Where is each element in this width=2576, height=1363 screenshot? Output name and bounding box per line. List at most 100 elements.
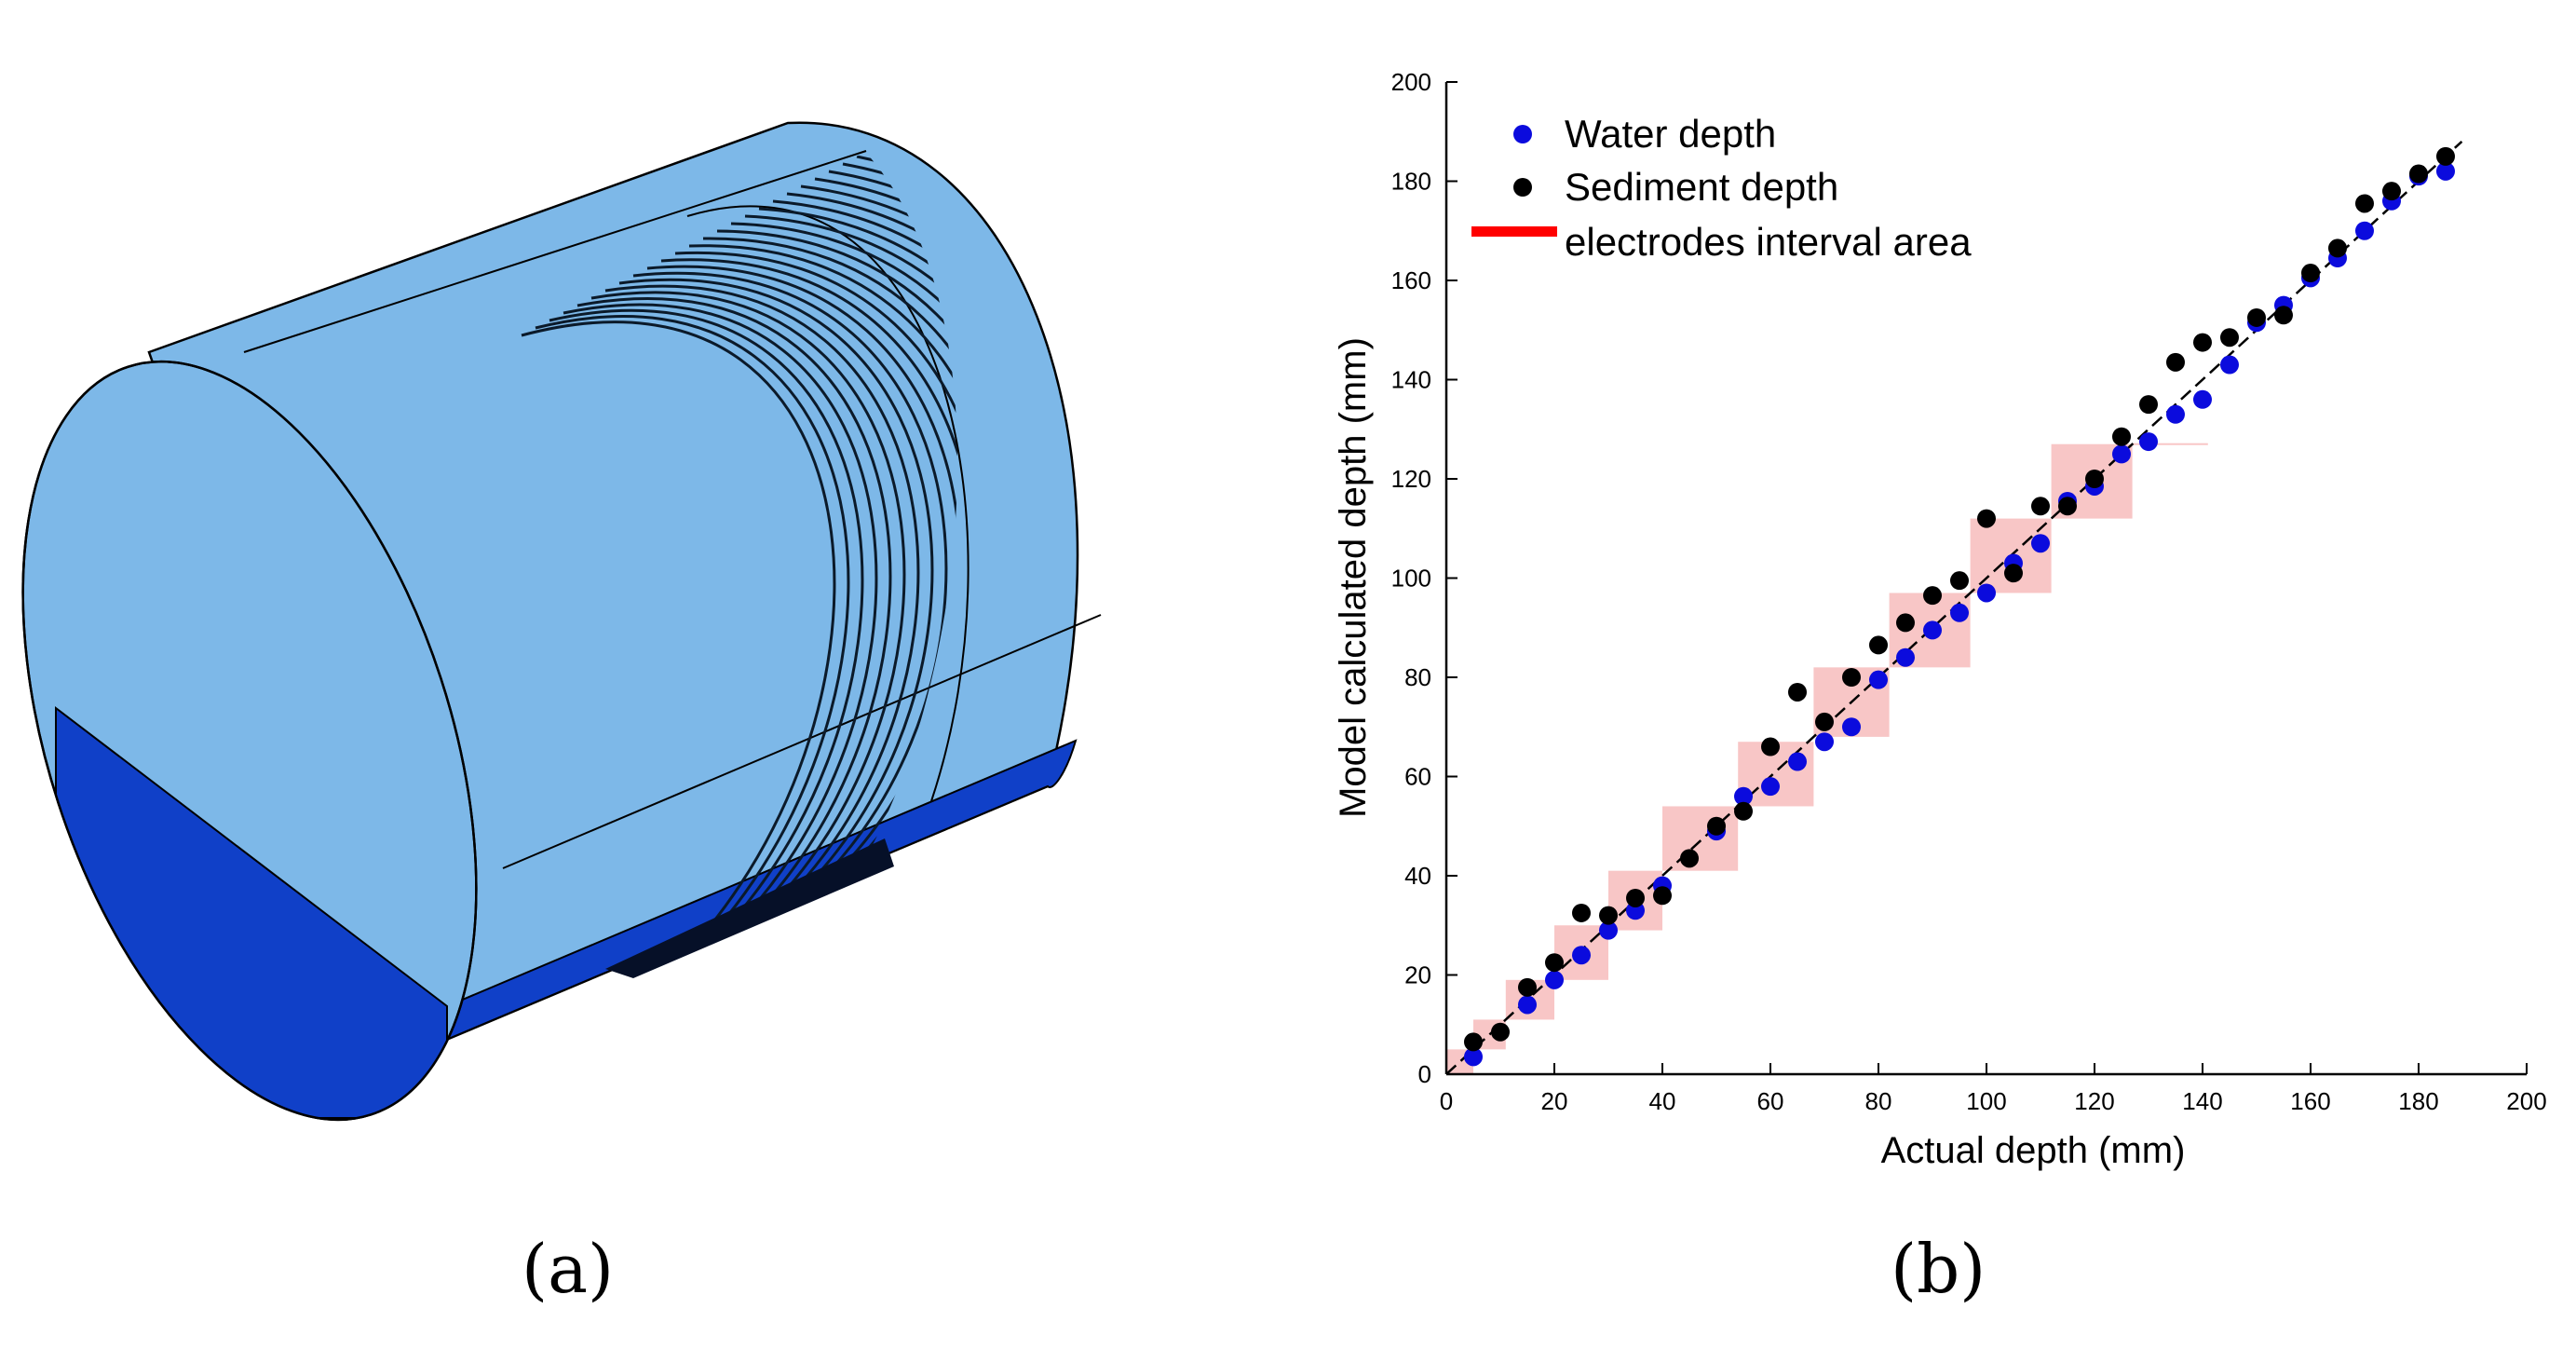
water-depth-point: [2166, 404, 2185, 424]
water-depth-point: [1842, 717, 1861, 737]
sediment-depth-point: [2409, 164, 2428, 184]
sediment-depth-point: [2301, 264, 2320, 283]
legend-sediment-marker: [1513, 178, 1532, 197]
coil-turn: [604, 284, 920, 945]
interval-rect: [2132, 443, 2208, 445]
sediment-depth-point: [1950, 571, 1969, 591]
x-tick-label: 140: [2182, 1087, 2222, 1115]
sediment-depth-point: [1572, 903, 1591, 922]
water-depth-point: [1869, 670, 1888, 689]
y-tick-label: 60: [1404, 763, 1431, 791]
sediment-depth-point: [2382, 182, 2401, 201]
sediment-depth-point: [1626, 888, 1645, 907]
x-tick-label: 200: [2506, 1087, 2546, 1115]
sediment-depth-point: [1815, 712, 1834, 731]
water-depth-point: [1923, 620, 1942, 640]
sediment-depth-point: [2274, 306, 2293, 325]
depth-scatter-chart: 0 20 40 60 80 100 120 140 160 180 200 0 20 40 60 80 100 1…: [1333, 68, 2547, 1171]
coil-turn: [549, 308, 864, 969]
water-depth-point: [2436, 161, 2455, 181]
band-top-line: [243, 150, 867, 353]
x-tick-label: 60: [1757, 1087, 1784, 1115]
sediment-depth-point: [2247, 307, 2266, 327]
x-tick-label: 120: [2074, 1087, 2114, 1115]
sediment-depth-point: [1923, 586, 1942, 606]
water-depth-point: [1734, 786, 1753, 806]
water-depth-point: [1815, 732, 1834, 752]
sediment-depth-point: [1869, 635, 1888, 655]
water-depth-point: [1572, 946, 1591, 965]
y-tick-label: 140: [1391, 366, 1431, 394]
coil-turn: [590, 291, 906, 952]
sediment-depth-point: [1788, 682, 1807, 702]
water-depth-point: [1518, 995, 1537, 1015]
cylinder-body-bottom: [397, 739, 1078, 1061]
sediment-depth-series: [1464, 146, 2455, 1052]
sediment-depth-point: [1896, 613, 1915, 633]
y-tick-label: 120: [1391, 465, 1431, 493]
sediment-depth-point: [2436, 146, 2455, 166]
sediment-depth-point: [2355, 194, 2374, 213]
sediment-depth-point: [1653, 886, 1672, 906]
water-depth-point: [2220, 355, 2239, 375]
sediment-depth-point: [2166, 352, 2185, 372]
y-tick-label: 0: [1418, 1060, 1431, 1088]
x-tick-label: 20: [1541, 1087, 1568, 1115]
band-mid-line: [502, 614, 1102, 869]
axes: 0 20 40 60 80 100 120 140 160 180 200 0 20 40 60 80 100 1…: [1391, 68, 2547, 1115]
coil-turn: [772, 199, 958, 855]
end-face-outline: [21, 360, 478, 1122]
legend-water-marker: [1513, 125, 1532, 143]
sediment-depth-point: [2112, 427, 2131, 446]
panel-label-a: (a): [522, 1230, 615, 1308]
water-depth-point: [1950, 603, 1969, 622]
y-tick-label: 40: [1404, 862, 1431, 890]
sediment-depth-point: [1464, 1032, 1483, 1052]
sediment-depth-point: [1734, 801, 1753, 821]
coil-turn: [758, 207, 958, 863]
coil-turn: [632, 272, 948, 930]
water-depth-point: [2031, 534, 2050, 553]
y-tick-label: 200: [1391, 68, 1431, 96]
x-tick-label: 80: [1865, 1087, 1892, 1115]
water-depth-point: [1896, 647, 1915, 667]
water-depth-point: [1977, 583, 1996, 603]
sediment-depth-point: [1491, 1022, 1510, 1042]
sediment-depth-point: [1599, 906, 1618, 925]
y-axis-label: Model calculated depth (mm): [1333, 337, 1374, 818]
sediment-depth-point: [1761, 737, 1780, 756]
sediment-depth-point: [1842, 668, 1861, 687]
x-tick-label: 160: [2290, 1087, 2330, 1115]
y-tick-label: 160: [1391, 266, 1431, 294]
coil-turn: [618, 278, 934, 937]
panel-label-b: (b): [1891, 1230, 1986, 1308]
x-tick-label: 180: [2398, 1087, 2438, 1115]
water-depth-point: [1464, 1047, 1483, 1067]
sediment-depth-point: [2139, 395, 2158, 415]
sediment-depth-point: [1680, 849, 1699, 868]
coil-turn: [744, 214, 958, 870]
water-depth-point: [1599, 920, 1618, 940]
water-depth-point: [2139, 432, 2158, 452]
sediment-depth-point: [1518, 977, 1537, 997]
coil-turn: [576, 297, 892, 960]
water-depth-point: [2355, 221, 2374, 240]
legend: Water depth Sediment depth electrodes in…: [1471, 112, 1972, 264]
sediment-depth-point: [1977, 509, 1996, 528]
cylinder-model-illustration: [21, 121, 1102, 1122]
water-depth-point: [1545, 970, 1564, 989]
legend-sediment-label: Sediment depth: [1565, 165, 1838, 209]
water-depth-point: [1788, 752, 1807, 771]
water-depth-point: [2193, 389, 2212, 409]
water-depth-point: [1761, 777, 1780, 797]
x-tick-label: 0: [1440, 1087, 1453, 1115]
sediment-depth-point: [2220, 328, 2239, 348]
y-tick-label: 100: [1391, 565, 1431, 593]
x-axis-label: Actual depth (mm): [1881, 1130, 2186, 1171]
sediment-depth-point: [2004, 564, 2023, 583]
sediment-depth-point: [2085, 470, 2104, 488]
y-tick-label: 80: [1404, 663, 1431, 691]
coil-turn: [730, 222, 958, 878]
coil-turn: [563, 303, 878, 967]
